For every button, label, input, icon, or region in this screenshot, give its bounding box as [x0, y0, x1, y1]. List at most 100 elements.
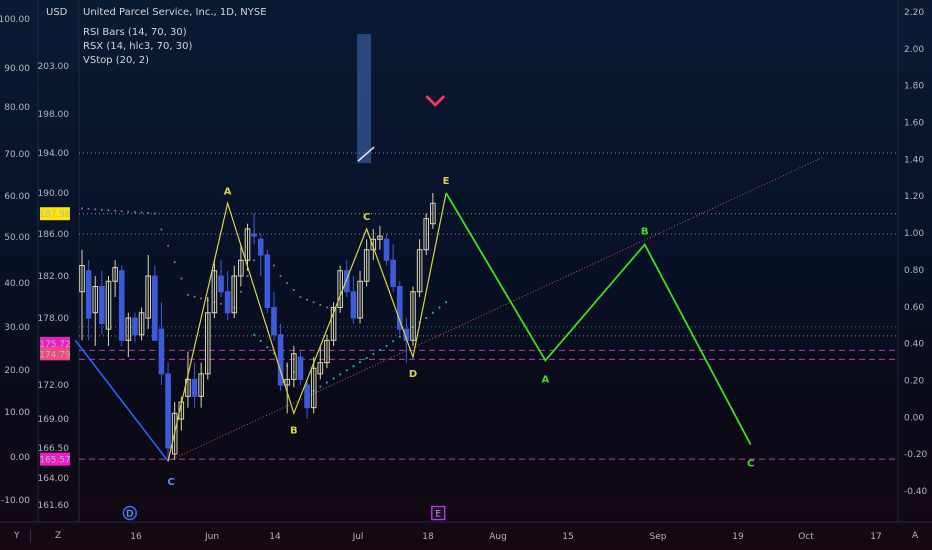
candle-body: [145, 275, 151, 319]
vstop-dot: [107, 209, 110, 212]
horizontal-levels: [79, 152, 898, 460]
indicator-legend-vstop[interactable]: VStop (20, 2): [83, 55, 149, 66]
vstop-dot: [200, 297, 203, 300]
vstop-dot: [219, 302, 223, 305]
price-axis-tick-label: 178.00: [38, 314, 70, 324]
candle-body: [99, 286, 105, 325]
candle-body: [304, 384, 310, 409]
vstop-dot: [445, 301, 448, 304]
time-axis-tick-label: 17: [870, 532, 881, 542]
time-axis-tick-label: Jul: [352, 532, 364, 542]
price-axis[interactable]: 203.00 198.00 194.00 190.00 186.00 182.00 178.…: [38, 62, 70, 511]
auto-scale-icon[interactable]: A: [912, 531, 919, 541]
symbol-title[interactable]: United Parcel Service, Inc., 1D, NYSE: [83, 7, 267, 18]
price-axis-tick-label: 186.00: [38, 230, 70, 240]
candles: [79, 193, 436, 460]
price-label-box: [40, 347, 70, 361]
candle-body: [105, 280, 112, 330]
indicator-bar: [357, 34, 375, 164]
price-axis-tick-label: 161.60: [38, 501, 70, 511]
wave-label: C: [167, 477, 174, 488]
wave-label: B: [641, 227, 649, 238]
right-axis-tick-label: 1.20: [904, 192, 924, 202]
time-axis-tick-label: Oct: [798, 532, 814, 542]
left-axis-tick-label: 70.00: [4, 150, 30, 160]
right-axis-tick-label: 1.00: [904, 229, 924, 239]
vstop-dot: [253, 333, 256, 336]
wave-label: A: [542, 374, 550, 385]
time-axis-tick-label: Jun: [204, 532, 219, 542]
price-axis-tick-label: 166.50: [38, 444, 70, 454]
right-axis-tick-label: 1.80: [904, 82, 924, 92]
vstop-dot: [286, 281, 289, 285]
price-axis-tick-label: 203.00: [38, 62, 70, 72]
price-axis-tick-label: 182.00: [38, 272, 70, 282]
candle-body: [79, 265, 85, 293]
right-axis-tick-label: 0.20: [904, 376, 924, 386]
vstop-dot: [305, 298, 309, 301]
zigzag-past-line: [167, 192, 447, 462]
price-label-box: [40, 452, 70, 466]
indicator-legend-rsx[interactable]: RSX (14, hlc3, 70, 30): [83, 41, 192, 52]
zigzag-future-line: [445, 192, 752, 445]
price-label-text: 174.79: [39, 350, 71, 360]
indicator-axis-right[interactable]: 2.20 2.00 1.80 1.60 1.40 1.20 1.00 0.80 0.60 0.40…: [904, 8, 928, 497]
vstop-dot: [80, 207, 84, 210]
candle-body: [138, 312, 145, 336]
indicator-legend-rsi-bars[interactable]: RSI Bars (14, 70, 30): [83, 27, 187, 38]
right-axis-tick-label: 1.60: [904, 119, 924, 129]
price-label-box: [40, 207, 70, 221]
candle-body: [370, 238, 377, 251]
vstop-dot: [365, 356, 368, 360]
vstop-dot: [153, 212, 156, 215]
zigzag-waves: C A B C D E A B C: [74, 176, 754, 488]
candle-body: [350, 291, 357, 319]
vstop-dot: [133, 211, 137, 214]
vstop-dot: [385, 344, 388, 348]
candle-body: [238, 259, 244, 277]
vstop-dot: [279, 274, 282, 278]
event-marker-square: [431, 505, 446, 521]
price-axis-tick-label: 194.00: [38, 149, 70, 159]
candle-body: [271, 307, 277, 336]
candle-body: [310, 367, 317, 409]
time-axis-tick-label: 18: [422, 532, 434, 542]
time-axis[interactable]: 16 Jun 14 Jul 18 Aug 15 Sep 19 Oct 17: [130, 532, 881, 542]
vstop-dot: [372, 352, 375, 356]
candle-body: [218, 275, 224, 293]
time-axis-tick-label: 15: [562, 532, 573, 542]
event-marker-label: E: [435, 510, 441, 520]
axis-z-toggle-icon[interactable]: Z: [55, 531, 61, 541]
vstop-dot: [186, 293, 190, 296]
vstop-dot: [166, 244, 170, 247]
vstop-dot: [325, 306, 329, 309]
price-label-text: 175.72: [39, 340, 71, 350]
candle-body: [383, 238, 390, 261]
toolbar-divider: [30, 529, 31, 543]
axis-y-toggle-icon[interactable]: Y: [13, 531, 20, 541]
vstop-dot: [339, 373, 342, 376]
right-axis-tick-label: 2.20: [904, 8, 924, 18]
reversal-chevron: [425, 95, 445, 107]
left-axis-tick-label: 10.00: [4, 408, 30, 418]
price-axis-tick-label: 164.00: [38, 474, 70, 484]
candle-body: [118, 270, 125, 341]
left-axis-tick-label: 0.00: [10, 453, 30, 463]
vstop-dot: [319, 303, 322, 306]
indicator-axis-left[interactable]: 100.00 90.00 80.00 70.00 60.00 50.00 40.00 30.0…: [0, 15, 30, 506]
candle-body: [211, 270, 218, 314]
vstop-dot: [299, 295, 302, 299]
currency-label: USD: [46, 7, 68, 18]
candle-body: [125, 317, 132, 341]
vstop-dot: [378, 348, 381, 352]
vstop-dot: [120, 210, 123, 213]
price-axis-tick-label: 190.00: [38, 189, 70, 199]
vstop-dot: [272, 264, 276, 267]
right-axis-tick-label: 1.40: [904, 155, 924, 165]
wave-label: C: [363, 212, 370, 223]
time-axis-tick-label: Sep: [650, 532, 667, 542]
